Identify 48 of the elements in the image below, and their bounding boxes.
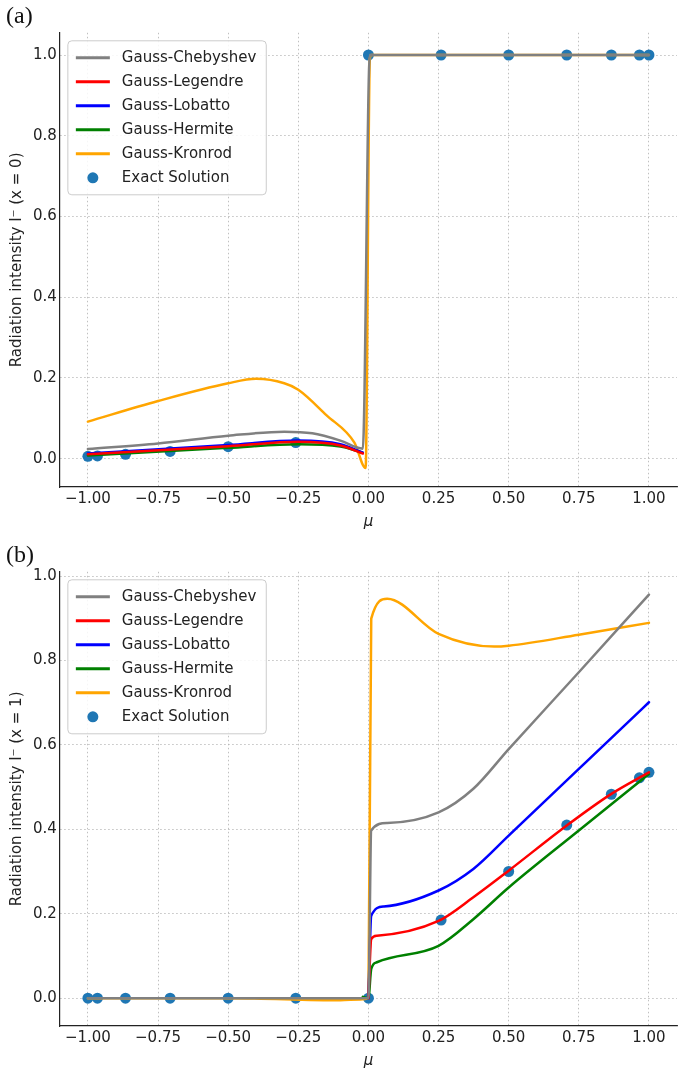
y-axis-title: Radiation intensity I⁻ (x = 0) bbox=[6, 152, 25, 368]
x-tick-label: −0.25 bbox=[275, 1027, 322, 1046]
x-tick-label: −0.50 bbox=[205, 1027, 252, 1046]
y-tick-label: 1.0 bbox=[33, 565, 57, 584]
y-tick-label: 0.2 bbox=[33, 367, 57, 386]
x-tick-label: −1.00 bbox=[64, 1027, 111, 1046]
legend-label: Gauss-Lobatto bbox=[121, 634, 231, 653]
legend-label: Gauss-Legendre bbox=[121, 71, 244, 90]
x-tick-label: 0.75 bbox=[562, 488, 596, 507]
y-axis-title: Radiation intensity I⁻ (x = 1) bbox=[6, 691, 25, 907]
legend-label: Gauss-Hermite bbox=[121, 119, 234, 138]
legend-label: Exact Solution bbox=[121, 167, 230, 186]
x-tick-label: −1.00 bbox=[64, 488, 111, 507]
x-tick-label: 0.00 bbox=[351, 1027, 386, 1046]
y-tick-label: 0.0 bbox=[33, 988, 57, 1007]
chart-title: (b) bbox=[6, 540, 34, 567]
x-tick-label: 0.25 bbox=[421, 1027, 456, 1046]
x-tick-label: 0.00 bbox=[351, 488, 386, 507]
x-tick-label: −0.75 bbox=[135, 488, 182, 507]
x-tick-label: 1.00 bbox=[632, 1027, 666, 1046]
legend-label: Gauss-Legendre bbox=[121, 610, 244, 629]
y-tick-label: 0.8 bbox=[33, 650, 57, 669]
y-tick-label: 0.0 bbox=[33, 448, 57, 467]
x-tick-label: −0.50 bbox=[205, 488, 252, 507]
x-tick-label: 0.75 bbox=[562, 1027, 596, 1046]
y-tick-label: 0.6 bbox=[33, 734, 57, 753]
legend-label: Exact Solution bbox=[121, 706, 230, 725]
y-tick-label: 0.4 bbox=[33, 287, 57, 306]
x-axis-title: μ bbox=[362, 1050, 374, 1069]
x-tick-label: −0.75 bbox=[135, 1027, 182, 1046]
y-tick-label: 0.6 bbox=[33, 206, 57, 225]
x-tick-label: 0.25 bbox=[421, 488, 456, 507]
chart-title: (a) bbox=[6, 1, 33, 28]
y-tick-label: 0.8 bbox=[33, 125, 57, 144]
legend-label: Gauss-Lobatto bbox=[121, 95, 231, 114]
legend-label: Gauss-Chebyshev bbox=[121, 47, 257, 66]
y-tick-label: 0.4 bbox=[33, 819, 57, 838]
y-tick-label: 1.0 bbox=[33, 44, 57, 63]
legend-label: Gauss-Kronrod bbox=[121, 143, 233, 162]
x-tick-label: 0.50 bbox=[491, 1027, 526, 1046]
x-tick-label: 1.00 bbox=[632, 488, 666, 507]
y-tick-label: 0.2 bbox=[33, 903, 57, 922]
x-tick-label: −0.25 bbox=[275, 488, 322, 507]
legend-label: Gauss-Hermite bbox=[121, 658, 234, 677]
x-tick-label: 0.50 bbox=[491, 488, 526, 507]
legend-label: Gauss-Chebyshev bbox=[121, 586, 257, 605]
x-axis-title: μ bbox=[362, 511, 374, 530]
legend-label: Gauss-Kronrod bbox=[121, 682, 233, 701]
